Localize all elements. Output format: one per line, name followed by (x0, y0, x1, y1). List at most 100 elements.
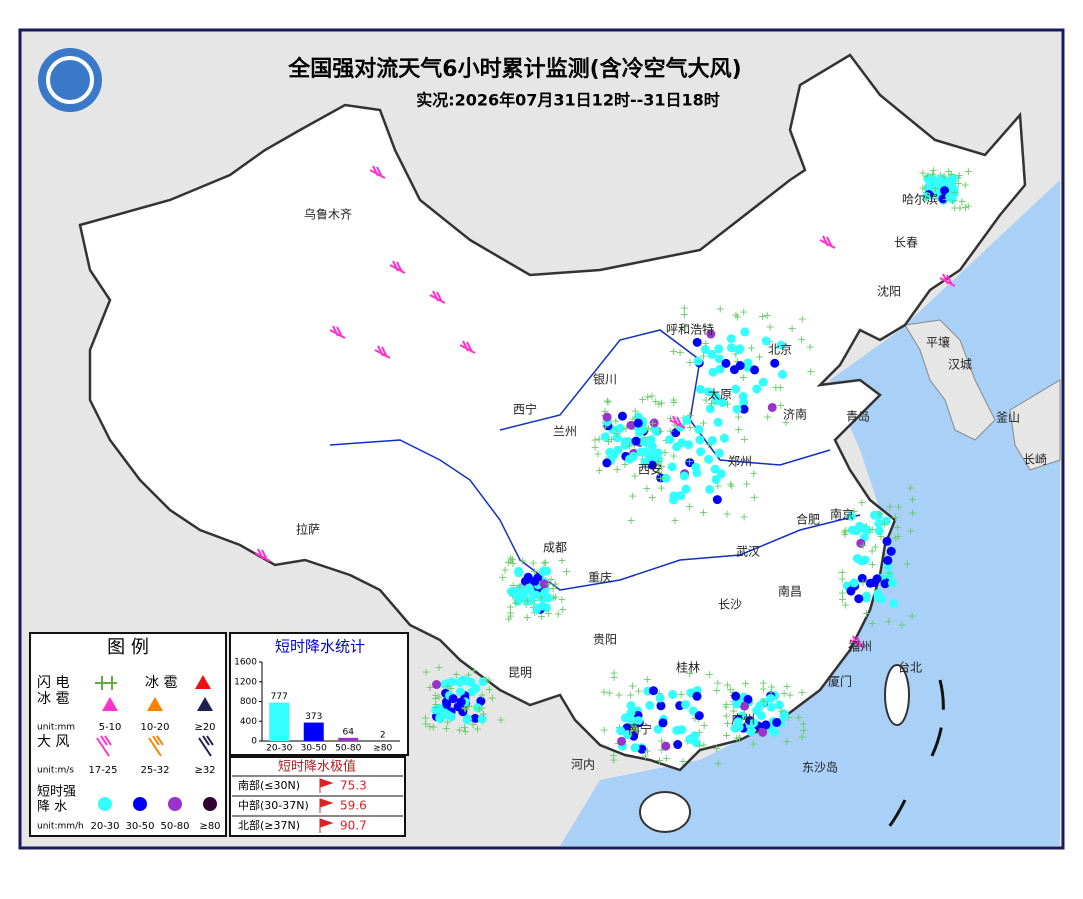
lightning-mark: + (897, 618, 906, 631)
lightning-mark: + (701, 337, 710, 350)
rain-dot (457, 697, 466, 706)
rain-dot (715, 449, 724, 458)
rain-dot (639, 438, 648, 447)
rain-dot (717, 469, 726, 478)
rain-dot (617, 737, 626, 746)
rain-dot (727, 343, 736, 352)
lightning-mark: + (628, 490, 637, 503)
lightning-mark: + (765, 321, 774, 334)
city-label: 哈尔滨 (902, 192, 938, 207)
rain-dot (694, 357, 703, 366)
x-tick-label: 20-30 (266, 744, 292, 754)
legend-class: 30-50 (125, 821, 154, 832)
rain-dot (602, 458, 611, 467)
lightning-mark: + (759, 695, 768, 708)
lightning-mark: + (838, 593, 847, 606)
lightning-mark: + (712, 684, 721, 697)
rain-dot (752, 384, 761, 393)
lightning-mark: + (961, 201, 970, 214)
lightning-mark: + (742, 477, 751, 490)
lightning-mark: + (621, 422, 630, 435)
rain-dot (656, 701, 665, 710)
value-label: 373 (305, 712, 322, 722)
rain-dot (704, 455, 713, 464)
city-label: 厦门 (828, 674, 852, 689)
lightning-mark: + (557, 593, 566, 606)
legend-label: 冰 雹 (145, 675, 177, 691)
rain-dot (772, 718, 781, 727)
lightning-mark: + (739, 371, 748, 384)
legend-class: 5-10 (99, 722, 122, 733)
city-label: 南宁 (628, 722, 652, 737)
legend-label: 大 风 (37, 734, 69, 750)
city-label: 长崎 (1023, 453, 1047, 467)
lightning-mark: + (726, 478, 735, 491)
rain-dot (707, 350, 716, 359)
lightning-mark: + (891, 532, 900, 545)
rain-dot (435, 713, 444, 722)
lightning-mark: + (750, 491, 759, 504)
lightning-mark: + (700, 719, 709, 732)
lightning-mark: + (685, 356, 694, 369)
rain-dot (692, 692, 701, 701)
lightning-mark: + (722, 507, 731, 520)
lightning-mark: + (699, 506, 708, 519)
lightning-mark: + (669, 394, 678, 407)
legend-unit: unit:mm/h (37, 822, 84, 832)
bar (338, 738, 358, 741)
lightning-mark: + (880, 518, 889, 531)
city-label: 沈阳 (877, 284, 901, 299)
lightning-mark: + (964, 165, 973, 178)
city-label: 东沙岛 (802, 760, 838, 775)
lightning-mark: + (600, 723, 609, 736)
legend-class: 20-30 (90, 821, 119, 832)
rain-dot (873, 574, 882, 583)
rain-dot (635, 428, 644, 437)
lightning-mark: + (838, 573, 847, 586)
city-label: 西安 (638, 462, 662, 477)
lightning-mark: + (643, 673, 652, 686)
lightning-mark: + (655, 754, 664, 767)
lightning-mark: + (731, 309, 740, 322)
city-label: 成都 (543, 541, 567, 555)
y-tick-label: 400 (240, 717, 257, 727)
rain-dot (648, 442, 657, 451)
lightning-mark: + (907, 610, 916, 623)
lightning-mark: + (908, 507, 917, 520)
lightning-mark: + (929, 164, 938, 177)
rain-dot (778, 370, 787, 379)
lightning-mark: + (722, 729, 731, 742)
lightning-mark: + (794, 711, 803, 724)
lightning-mark: + (841, 524, 850, 537)
legend-label: 降 水 (37, 800, 67, 815)
rain-dot (648, 450, 657, 459)
legend-rain (133, 797, 147, 811)
lightning-mark: + (675, 346, 684, 359)
lightning-mark: + (612, 427, 621, 440)
lightning-mark: + (740, 433, 749, 446)
rain-dot (658, 718, 667, 727)
lightning-mark: + (908, 493, 917, 506)
lightning-mark: + (763, 410, 772, 423)
lightning-mark: + (868, 558, 877, 571)
lightning-mark: + (591, 441, 600, 454)
rain-dot (631, 743, 640, 752)
lightning-mark: + (732, 731, 741, 744)
extremes-title: 短时降水极值 (278, 759, 356, 775)
rain-dot (767, 703, 776, 712)
city-label: 长沙 (718, 598, 742, 612)
rain-dot (625, 455, 634, 464)
legend-rain (168, 797, 182, 811)
lightning-mark: + (740, 510, 749, 523)
lightning-mark: + (868, 617, 877, 630)
city-label: 河内 (571, 758, 595, 772)
lightning-mark: + (771, 381, 780, 394)
rain-dot (733, 405, 742, 414)
rain-dot (888, 579, 897, 588)
city-label: 长春 (894, 236, 918, 250)
rain-dot (759, 378, 768, 387)
lightning-mark: + (626, 514, 635, 527)
rain-dot (616, 726, 625, 735)
lightning-mark: + (660, 446, 669, 459)
